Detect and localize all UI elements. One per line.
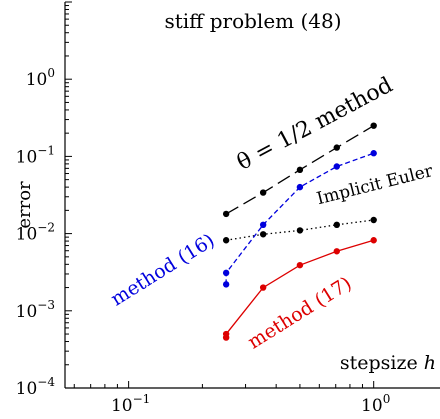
y-tick-label: 10−4: [16, 375, 56, 399]
data-point: [370, 150, 377, 157]
series-annotation: method (17): [244, 272, 356, 353]
data-point: [333, 248, 340, 255]
data-point: [259, 284, 267, 291]
data-point: [222, 281, 230, 288]
data-point: [259, 231, 267, 238]
data-point: [333, 144, 340, 151]
chart-title: stiff problem (48): [164, 9, 341, 33]
data-point: [296, 183, 304, 191]
y-tick-label: 100: [26, 66, 55, 90]
x-tick-label: 10−1: [111, 392, 150, 416]
data-point: [370, 122, 377, 129]
data-point: [222, 269, 230, 277]
y-tick-label: 10−1: [16, 143, 55, 167]
data-point: [333, 163, 340, 170]
data-point: [222, 330, 230, 338]
x-tick-label: 100: [361, 392, 390, 416]
data-point: [370, 237, 377, 244]
data-point: [296, 166, 304, 174]
data-point: [222, 210, 230, 218]
y-tick-label: 10−2: [16, 221, 55, 245]
data-point: [259, 189, 267, 196]
y-axis-label: error: [14, 181, 35, 229]
data-point: [222, 237, 230, 244]
data-point: [296, 227, 304, 234]
x-axis-label: stepsize h: [340, 352, 436, 374]
data-point: [259, 221, 267, 229]
data-point: [333, 221, 340, 229]
data-point: [296, 261, 304, 269]
y-tick-label: 10−3: [16, 298, 55, 322]
series-annotation: method (16): [107, 229, 219, 310]
data-point: [370, 216, 377, 224]
